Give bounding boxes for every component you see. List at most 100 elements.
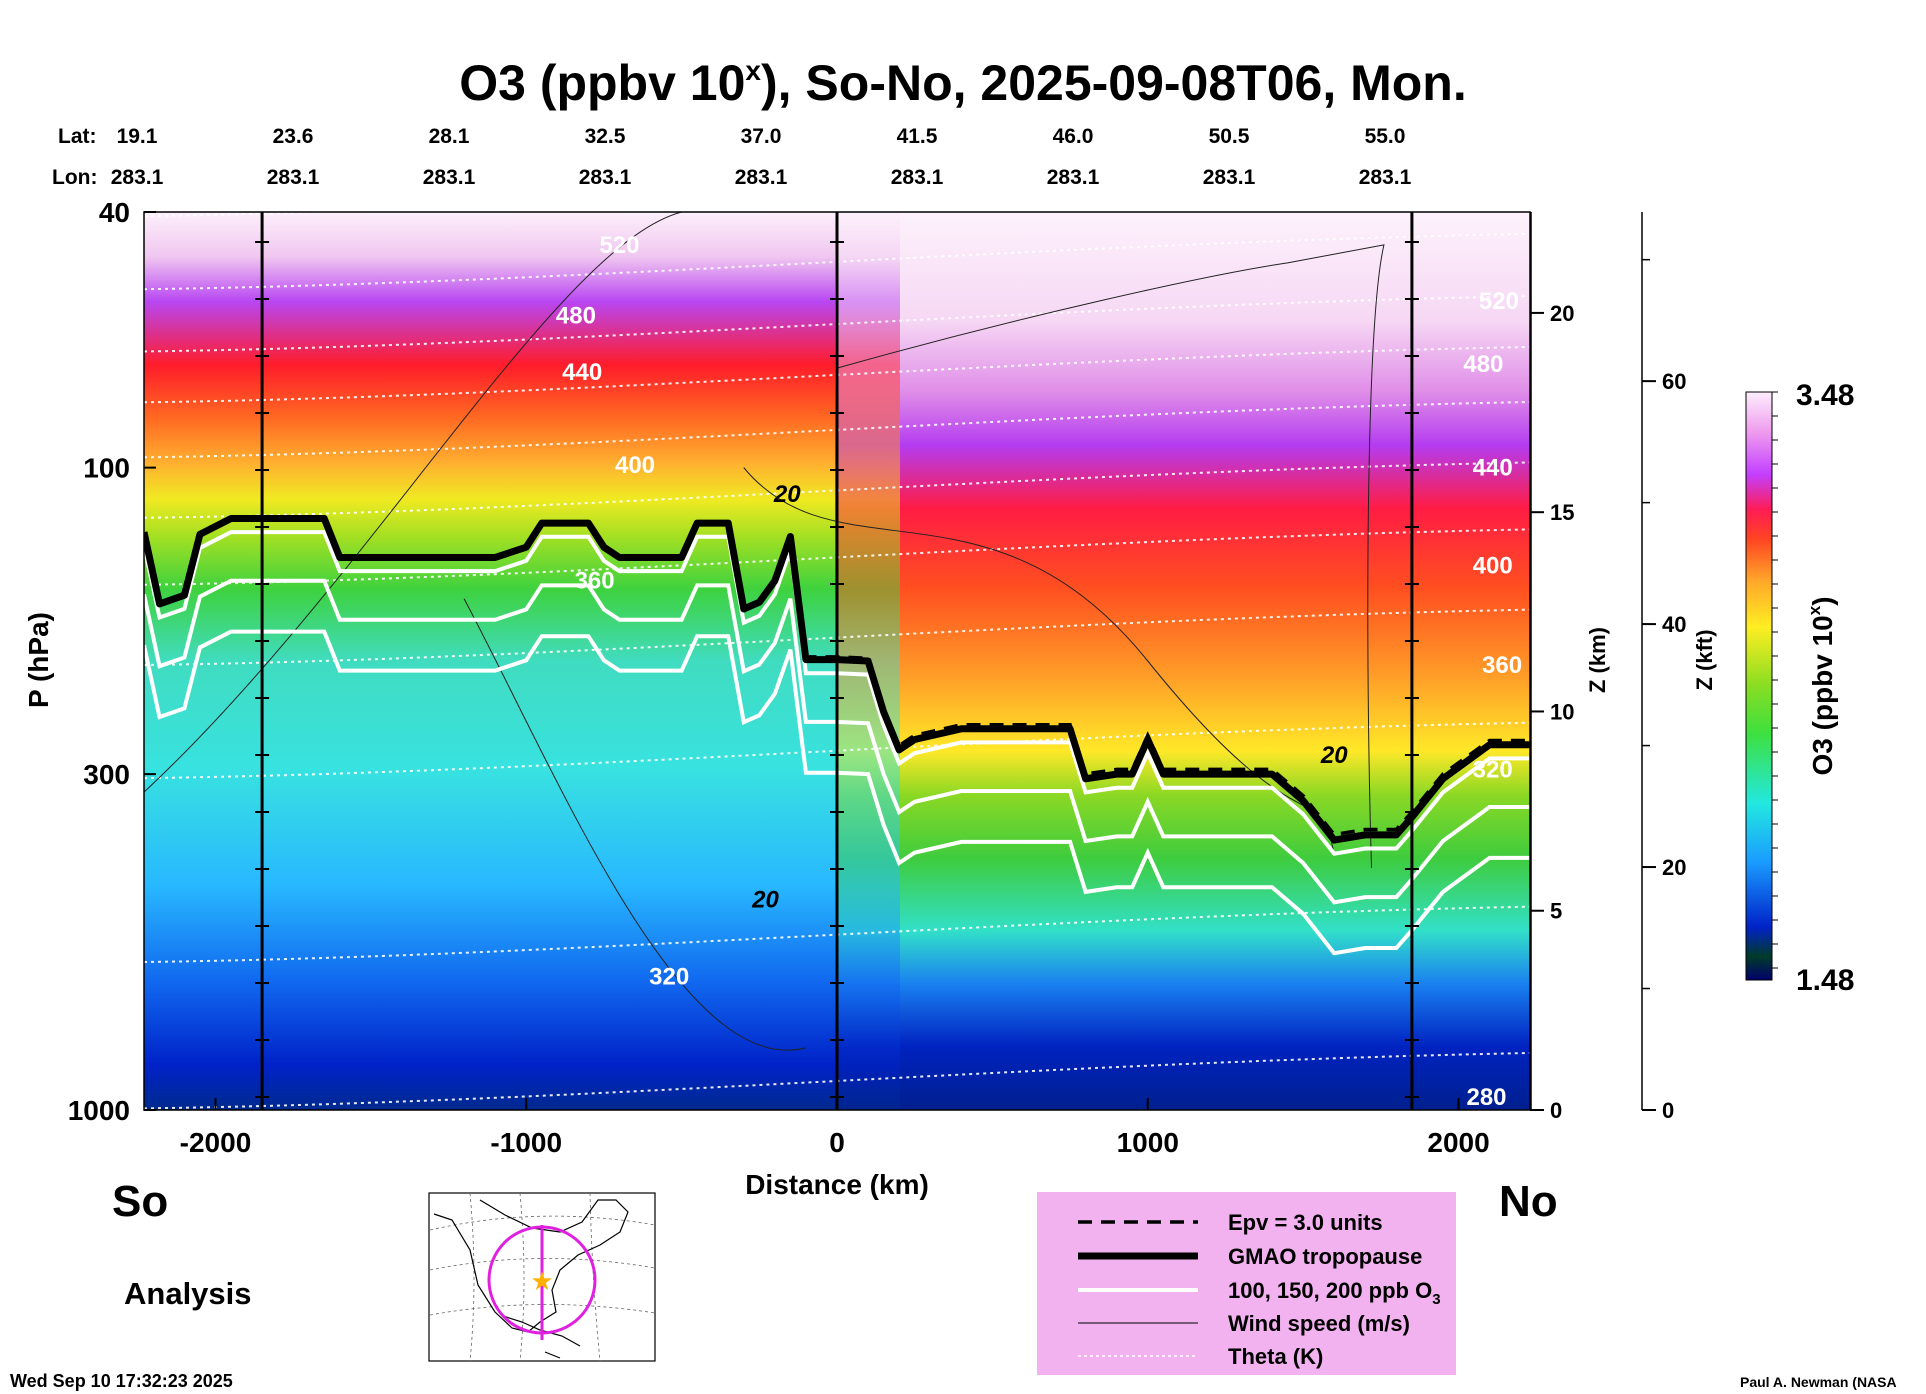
lon-value: 283.1	[1047, 166, 1100, 189]
colorbar-min-label: 1.48	[1796, 964, 1854, 997]
p-tick-label: 300	[83, 759, 130, 790]
lon-value: 283.1	[579, 166, 632, 189]
theta-label: 400	[1473, 552, 1513, 579]
theta-label: 520	[1479, 288, 1519, 315]
wind-contours	[144, 212, 1385, 1051]
theta-contour-line	[144, 461, 1530, 519]
theta-label: 520	[599, 232, 639, 259]
wind-contour-line	[463, 598, 807, 1051]
z-km-axis: 0 5 10 15 20	[1530, 212, 1574, 1123]
x-tick-label: 1000	[1117, 1127, 1179, 1158]
lat-value: 37.0	[741, 125, 782, 148]
map-coastline	[433, 1199, 629, 1359]
ozone-contour-line	[144, 530, 1530, 856]
x-axis-label: Distance (km)	[745, 1169, 929, 1200]
x-tick-label: -1000	[490, 1127, 562, 1158]
lon-value: 283.1	[735, 166, 788, 189]
p-tick-label: 40	[99, 197, 130, 228]
theta-contour-line	[144, 528, 1530, 586]
theta-contour-line	[144, 400, 1530, 459]
legend: Epv = 3.0 units GMAO tropopause 100, 150…	[1037, 1192, 1456, 1375]
ozone-field-south	[144, 212, 844, 1110]
legend-theta-label: Theta (K)	[1228, 1344, 1323, 1369]
lon-value: 283.1	[1359, 166, 1412, 189]
theta-label: 320	[649, 964, 689, 991]
theta-contour-line	[144, 232, 1530, 291]
theta-contour-line	[144, 1052, 1530, 1110]
lat-label: Lat:	[58, 125, 97, 148]
tropopause-group	[144, 514, 1530, 956]
ozone-contour-line	[144, 578, 1530, 905]
lat-lon-header: 19.1 283.1 23.6 283.1 28.1 283.1 32.5 283.1 37.0…	[111, 125, 1412, 189]
lat-value: 28.1	[429, 125, 470, 148]
legend-wind-label: Wind speed (m/s)	[1228, 1311, 1410, 1336]
contour-labels: 520 480 440 400 360 320 520 480 440 400 360 320 280 2…	[556, 232, 1522, 1111]
z-km-tick-label: 0	[1550, 1098, 1562, 1123]
theta-label: 400	[615, 452, 655, 479]
theta-label: 320	[1473, 756, 1513, 783]
z-kft-axis: 0 20 40 60	[1641, 212, 1686, 1123]
theta-label: 360	[575, 568, 615, 595]
legend-tropopause-label: GMAO tropopause	[1228, 1244, 1422, 1269]
z-kft-tick-label: 20	[1662, 855, 1686, 880]
theta-label: 440	[1473, 455, 1513, 482]
theta-label: 280	[1466, 1084, 1506, 1111]
tropopause-line	[144, 514, 1530, 844]
z-kft-label: Z (kft)	[1692, 629, 1717, 690]
x-tick-label: 2000	[1427, 1127, 1489, 1158]
theta-contour-line	[144, 295, 1530, 353]
colorbar-title: O3 (ppbv 10x)	[1805, 596, 1838, 775]
lat-value: 41.5	[897, 125, 938, 148]
z-km-tick-label: 5	[1550, 899, 1562, 924]
z-kft-tick-label: 0	[1662, 1098, 1674, 1123]
theta-label: 480	[1463, 351, 1503, 378]
p-tick-label: 100	[83, 453, 130, 484]
lon-value: 283.1	[891, 166, 944, 189]
z-km-tick-label: 20	[1550, 301, 1574, 326]
p-tick-label: 1000	[68, 1095, 130, 1126]
theta-contour-line	[144, 608, 1530, 666]
colorbar-max-label: 3.48	[1796, 379, 1854, 412]
lon-label: Lon:	[52, 166, 97, 189]
ozone-contour-line	[144, 629, 1530, 956]
ozone-field-north	[835, 212, 1530, 1110]
wind-label: 20	[751, 886, 779, 913]
lat-value: 32.5	[585, 125, 626, 148]
theta-label: 360	[1482, 652, 1522, 679]
theta-contour-line	[144, 212, 352, 217]
z-km-tick-label: 15	[1550, 500, 1574, 525]
p-axis: 40 100 300 1000	[68, 197, 156, 1126]
north-label: No	[1499, 1177, 1558, 1226]
z-kft-tick-label: 60	[1662, 369, 1686, 394]
y-axis-label: P (hPa)	[23, 612, 54, 708]
lat-value: 19.1	[117, 125, 158, 148]
map-graticule	[429, 1192, 656, 1362]
theta-contour-line	[144, 905, 1530, 964]
lon-value: 283.1	[267, 166, 320, 189]
lat-value: 23.6	[273, 125, 314, 148]
x-tick-label: 0	[829, 1127, 845, 1158]
colorbar	[1745, 391, 1773, 981]
wind-label: 20	[773, 481, 801, 508]
lat-value: 46.0	[1053, 125, 1094, 148]
lat-value: 50.5	[1209, 125, 1250, 148]
wind-contour-line	[144, 212, 682, 793]
south-label: So	[112, 1177, 168, 1226]
theta-contour-line	[144, 345, 1530, 404]
chart-title: O3 (ppbv 10x), So-No, 2025-09-08T06, Mon…	[459, 55, 1467, 111]
lon-value: 283.1	[423, 166, 476, 189]
legend-epv-label: Epv = 3.0 units	[1228, 1210, 1383, 1235]
theta-label: 440	[562, 359, 602, 386]
analysis-label: Analysis	[124, 1276, 252, 1311]
x-tick-label: -2000	[180, 1127, 252, 1158]
z-km-label: Z (km)	[1585, 627, 1610, 693]
theta-contour-line	[144, 721, 1530, 780]
theta-label: 480	[556, 303, 596, 330]
z-km-tick-label: 10	[1550, 699, 1574, 724]
wind-label: 20	[1320, 742, 1348, 769]
z-kft-tick-label: 40	[1662, 612, 1686, 637]
legend-ozone-label: 100, 150, 200 ppb O3	[1228, 1278, 1441, 1308]
lat-value: 55.0	[1365, 125, 1406, 148]
wind-contour-line	[836, 244, 1385, 868]
